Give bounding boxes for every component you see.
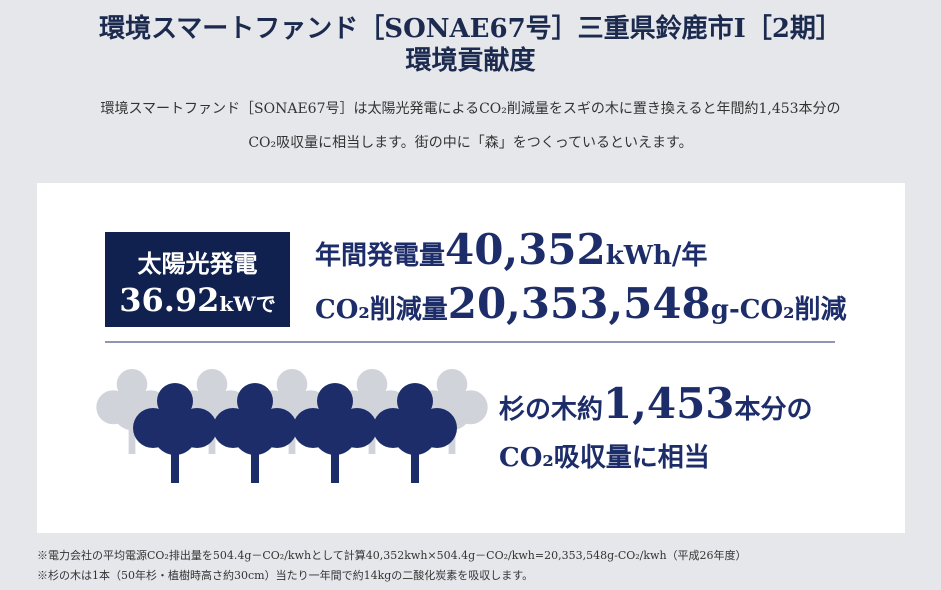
badge: 太陽光発電 36.92kWで: [105, 232, 290, 327]
decor: [96, 341, 835, 483]
note: ※杉の木は1本（50年杉・植樹時高さ約30cm）当たり一年間で約14kgの二酸化…: [37, 569, 534, 582]
badge-label: 太陽光発電: [137, 249, 258, 278]
tree-suffix: 本分の: [734, 395, 813, 425]
stat-unit: kWh/年: [605, 241, 708, 271]
tree-line2: CO₂吸収量に相当: [499, 443, 710, 473]
note: ※電力会社の平均電源CO₂排出量を504.4g－CO₂/kwhとして計算40,3…: [37, 549, 747, 562]
badge-value: 36.92: [119, 281, 220, 319]
tree-value: 1,453: [603, 379, 735, 428]
tree-prefix: 杉の木約: [499, 395, 604, 425]
tree-stat: 杉の木約1,453本分の: [499, 379, 813, 428]
intro-line: CO₂吸収量に相当します。街の中に「森」をつくっているといえます。: [248, 135, 693, 151]
title: 環境スマートファンド［SONAE67号］三重県鈴鹿市Ⅰ［2期］: [99, 14, 842, 44]
subtitle: 環境貢献度: [405, 46, 536, 76]
stat-label: CO₂削減量: [315, 295, 448, 325]
panel: 太陽光発電 36.92kWで 年間発電量40,352kWh/年 CO₂削減量20…: [37, 183, 905, 533]
badge-unit: kWで: [219, 292, 276, 316]
intro-line: 環境スマートファンド［SONAE67号］は太陽光発電によるCO₂削減量をスギの木…: [100, 101, 841, 117]
stat-unit: g-CO₂削減: [710, 295, 847, 325]
stat: CO₂削減量20,353,548g-CO₂削減: [315, 279, 846, 328]
stat-value: 20,353,548: [447, 279, 711, 328]
stat-value: 40,352: [445, 225, 606, 274]
stat: 年間発電量40,352kWh/年: [315, 225, 707, 274]
stat-label: 年間発電量: [315, 241, 446, 271]
